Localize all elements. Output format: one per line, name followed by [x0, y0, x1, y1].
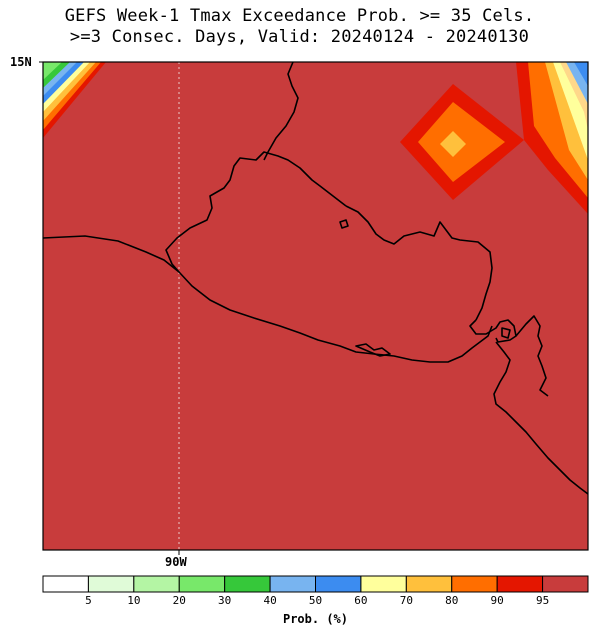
colorbar-tick-label: 95	[535, 594, 550, 607]
colorbar-swatch	[451, 575, 498, 593]
map-frame	[42, 61, 589, 551]
colorbar-swatch	[178, 575, 226, 593]
colorbar-tick-label: 80	[445, 594, 459, 607]
salvador-guatemala-border	[165, 151, 347, 273]
colorbar-tick-label: 5	[85, 594, 92, 607]
lake-islet	[339, 219, 349, 229]
colorbar-tick-label: 60	[354, 594, 368, 607]
colorbar-tick-label: 40	[263, 594, 277, 607]
colorbar-swatch	[224, 575, 271, 593]
colorbar-swatch	[360, 575, 407, 593]
corner-gradient-top-right	[516, 62, 588, 214]
honduras-border-north	[263, 61, 299, 161]
colorbar-swatch	[496, 575, 544, 593]
lat-label-15n: 15N	[10, 55, 32, 69]
hotspot-diamond	[400, 84, 524, 200]
guatemala-border-west	[42, 235, 180, 273]
colorbar-tick-label: 50	[308, 594, 323, 607]
colorbar-swatch	[133, 575, 180, 593]
pacific-coastline	[178, 271, 493, 363]
colorbar-swatch	[405, 575, 453, 593]
salvador-honduras-border	[345, 205, 493, 321]
colorbar-unit-label: Prob. (%)	[282, 612, 349, 626]
colorbar-tick-label: 90	[490, 594, 504, 607]
colorbar-swatch	[315, 575, 362, 593]
nicaragua-coast	[493, 341, 589, 495]
map-title-line2: >=3 Consec. Days, Valid: 20240124 - 2024…	[69, 27, 530, 47]
colorbar-swatch	[269, 575, 317, 593]
colorbar-tick-label: 10	[127, 594, 141, 607]
colorbar-swatch	[542, 575, 589, 593]
colorbar-tick-label: 20	[172, 594, 186, 607]
map-title-line1: GEFS Week-1 Tmax Exceedance Prob. >= 35 …	[64, 6, 535, 26]
gulf-fonseca	[469, 319, 517, 343]
colorbar-tick-label: 30	[218, 594, 232, 607]
lon-label-90w: 90W	[165, 555, 187, 569]
salvador-islands	[355, 343, 391, 357]
fonseca-island	[501, 327, 511, 339]
colorbar-swatch	[87, 575, 135, 593]
honduras-nicaragua-border	[515, 315, 549, 397]
colorbar	[42, 575, 589, 593]
corner-gradient-top-left	[43, 62, 106, 138]
colorbar-tick-label: 70	[399, 594, 413, 607]
colorbar-swatch	[42, 575, 89, 593]
